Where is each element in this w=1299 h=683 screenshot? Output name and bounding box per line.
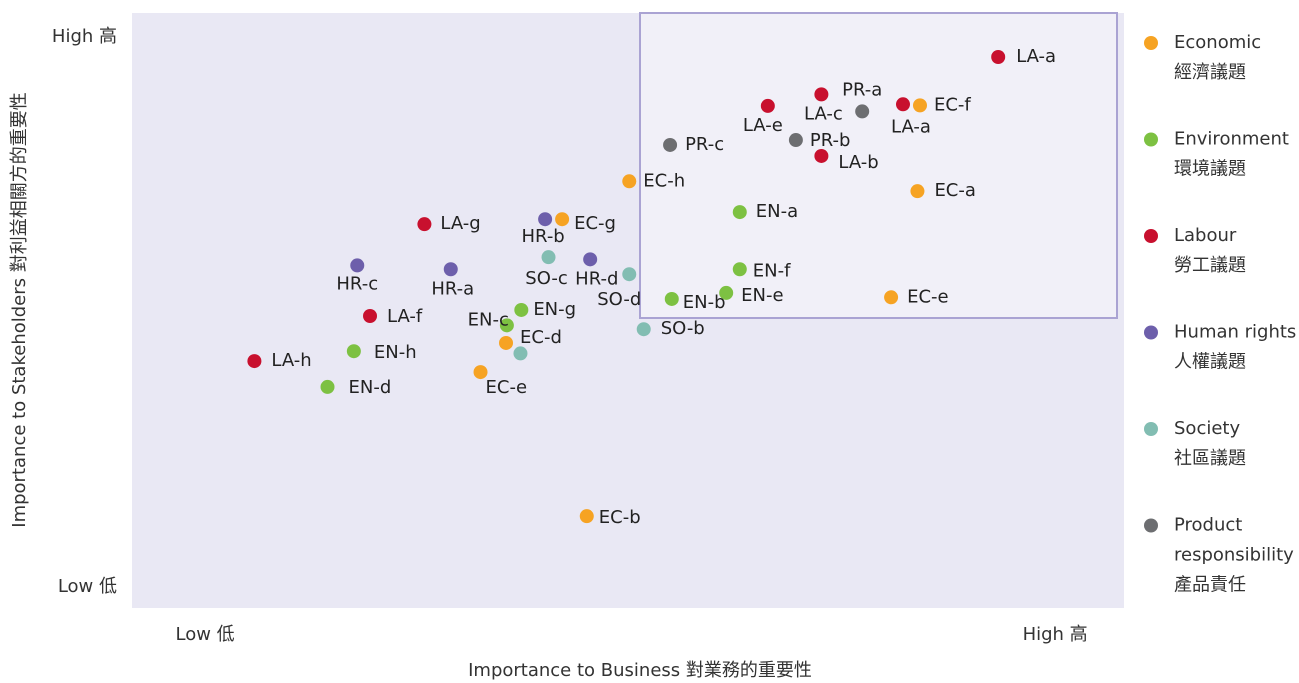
point — [473, 365, 488, 380]
point — [732, 262, 747, 277]
point — [513, 346, 528, 361]
point-label: EN-f — [753, 260, 791, 281]
point-label: LA-f — [387, 306, 423, 327]
point-label: LA-a — [1016, 46, 1056, 67]
point-label: LA-e — [743, 115, 783, 136]
point — [636, 322, 651, 337]
legend-label: Product responsibility — [1174, 515, 1294, 566]
point — [443, 262, 458, 277]
legend-label: Society — [1174, 418, 1240, 439]
y-tick-label: Low 低 — [58, 576, 117, 597]
legend-label-zh: 人權議題 — [1174, 352, 1246, 373]
point-label: HR-a — [431, 278, 474, 299]
legend-label-zh: 社區議題 — [1174, 448, 1246, 469]
point — [788, 133, 803, 148]
point — [884, 290, 899, 305]
point-label: SO-c — [525, 268, 568, 289]
highlight-box — [639, 12, 1118, 319]
point — [814, 148, 829, 163]
legend-label-line: Product — [1174, 515, 1242, 536]
legend-marker — [1144, 422, 1158, 436]
point — [350, 258, 365, 273]
legend-label: Economic — [1174, 32, 1261, 53]
legend-label-zh: 勞工議題 — [1174, 255, 1246, 276]
point — [538, 212, 553, 227]
x-tick-label: High 高 — [1023, 624, 1088, 645]
point-label: EN-e — [741, 285, 783, 306]
point — [912, 98, 927, 113]
point-label: EC-d — [520, 327, 562, 348]
point — [499, 318, 514, 333]
legend-label: Environment — [1174, 129, 1289, 150]
point — [555, 212, 570, 227]
point — [719, 285, 734, 300]
point-label: EC-e — [907, 286, 949, 307]
point-label: LA-a — [891, 116, 931, 137]
legend-label-zh: 經濟議題 — [1174, 62, 1246, 83]
point — [663, 137, 678, 152]
legend-label-zh: 產品責任 — [1174, 575, 1246, 596]
point — [991, 49, 1006, 64]
point-label: HR-c — [336, 273, 378, 294]
point — [622, 267, 637, 282]
point — [417, 217, 432, 232]
point — [814, 87, 829, 102]
point — [895, 97, 910, 112]
legend-marker — [1144, 229, 1158, 243]
point-label: EN-c — [468, 309, 509, 330]
point — [579, 509, 594, 524]
point — [320, 379, 335, 394]
legend-marker — [1144, 132, 1158, 147]
point-label: PR-c — [685, 134, 724, 155]
point — [346, 344, 361, 359]
legend-marker — [1144, 518, 1158, 533]
point-label: PR-a — [842, 79, 882, 100]
point-label: LA-g — [440, 213, 480, 234]
point-label: EN-g — [533, 299, 576, 320]
point-label: SO-d — [597, 289, 641, 310]
x-tick-label: Low 低 — [176, 624, 235, 645]
point-label: EN-b — [683, 292, 726, 313]
point-label: EC-g — [574, 213, 616, 234]
point — [499, 335, 514, 350]
point-label: EN-d — [349, 377, 392, 398]
point — [541, 250, 556, 265]
point — [760, 98, 775, 113]
point-label: EC-a — [934, 180, 975, 201]
point-label: EN-a — [756, 201, 798, 222]
point-label: PR-b — [810, 130, 851, 151]
point — [910, 184, 925, 199]
point — [514, 302, 529, 317]
point — [664, 291, 679, 306]
point — [363, 308, 378, 323]
legend-label: Human rights — [1174, 322, 1296, 343]
legend-marker — [1144, 325, 1158, 340]
point-label: EC-f — [934, 94, 971, 115]
point — [622, 174, 637, 189]
point-label: EC-e — [486, 377, 528, 398]
point-label: EC-h — [643, 170, 685, 191]
point-label: LA-b — [838, 152, 878, 173]
point — [855, 104, 870, 119]
legend-marker — [1144, 36, 1158, 50]
point-label: EN-h — [374, 342, 417, 363]
y-tick-label: High 高 — [52, 26, 117, 47]
point — [732, 205, 747, 220]
point-label: SO-b — [661, 318, 705, 339]
legend-label-line: responsibility — [1174, 545, 1294, 566]
legend-label: Labour — [1174, 225, 1237, 246]
point-label: LA-h — [271, 350, 311, 371]
x-axis-title: Importance to Business 對業務的重要性 — [468, 660, 812, 681]
point-label: LA-c — [804, 103, 843, 124]
point-label: HR-b — [522, 226, 565, 247]
y-axis-title: Importance to Stakeholders 對利益相關方的重要性 — [9, 92, 30, 527]
legend-label-zh: 環境議題 — [1174, 159, 1246, 180]
point — [247, 354, 262, 369]
point-label: EC-b — [599, 507, 641, 528]
point-label: HR-d — [575, 268, 618, 289]
point — [583, 252, 598, 267]
